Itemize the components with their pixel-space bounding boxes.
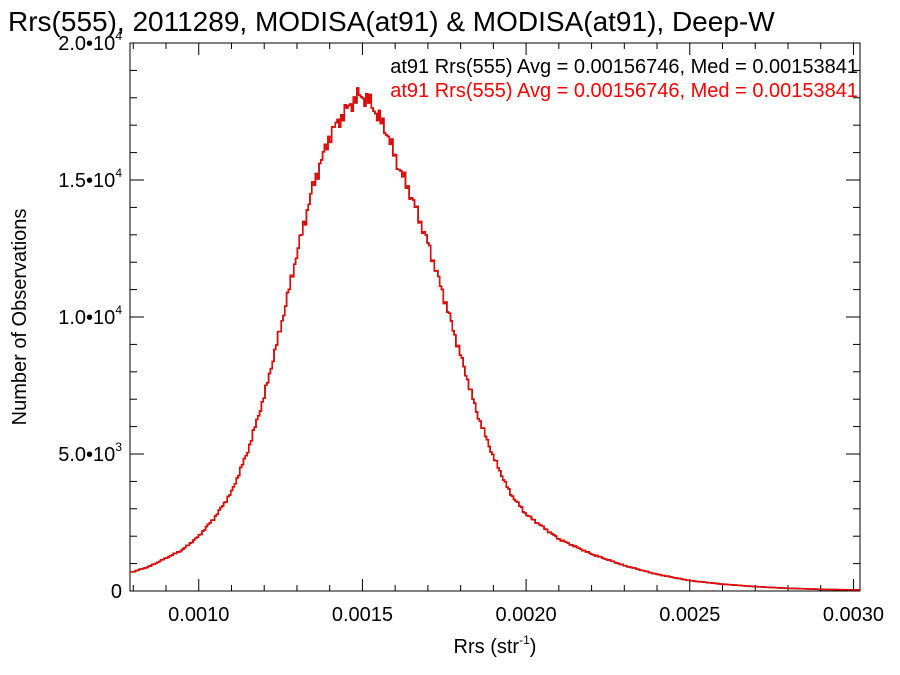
plot-area-frame	[129, 42, 861, 592]
histogram-series-black	[130, 87, 860, 591]
y-tick-label: 5.0•103	[58, 440, 122, 466]
x-tick-label: 0.0025	[659, 604, 720, 626]
x-tick-label: 0.0010	[168, 604, 229, 626]
y-tick-label: 2.0•104	[58, 29, 122, 55]
annotation-line: at91 Rrs(555) Avg = 0.00156746, Med = 0.…	[390, 56, 858, 78]
y-tick-label: 1.0•104	[58, 303, 122, 329]
y-tick-label: 0	[111, 581, 122, 603]
x-axis-label-exponent: -1	[519, 633, 530, 647]
x-tick-label: 0.0020	[496, 604, 557, 626]
histogram-series-red	[130, 87, 860, 591]
y-tick-label: 1.5•104	[58, 166, 122, 192]
x-axis-label-base: Rrs (str	[454, 636, 520, 658]
y-axis-label: Number of Observations	[9, 209, 31, 426]
x-axis-label-close: )	[530, 636, 537, 658]
x-axis-label: Rrs (str-1)	[454, 633, 537, 658]
x-tick-label: 0.0015	[332, 604, 393, 626]
x-tick-label: 0.0030	[823, 604, 884, 626]
chart-title: Rrs(555), 2011289, MODISA(at91) & MODISA…	[8, 6, 775, 37]
annotation-line: at91 Rrs(555) Avg = 0.00156746, Med = 0.…	[390, 80, 858, 102]
